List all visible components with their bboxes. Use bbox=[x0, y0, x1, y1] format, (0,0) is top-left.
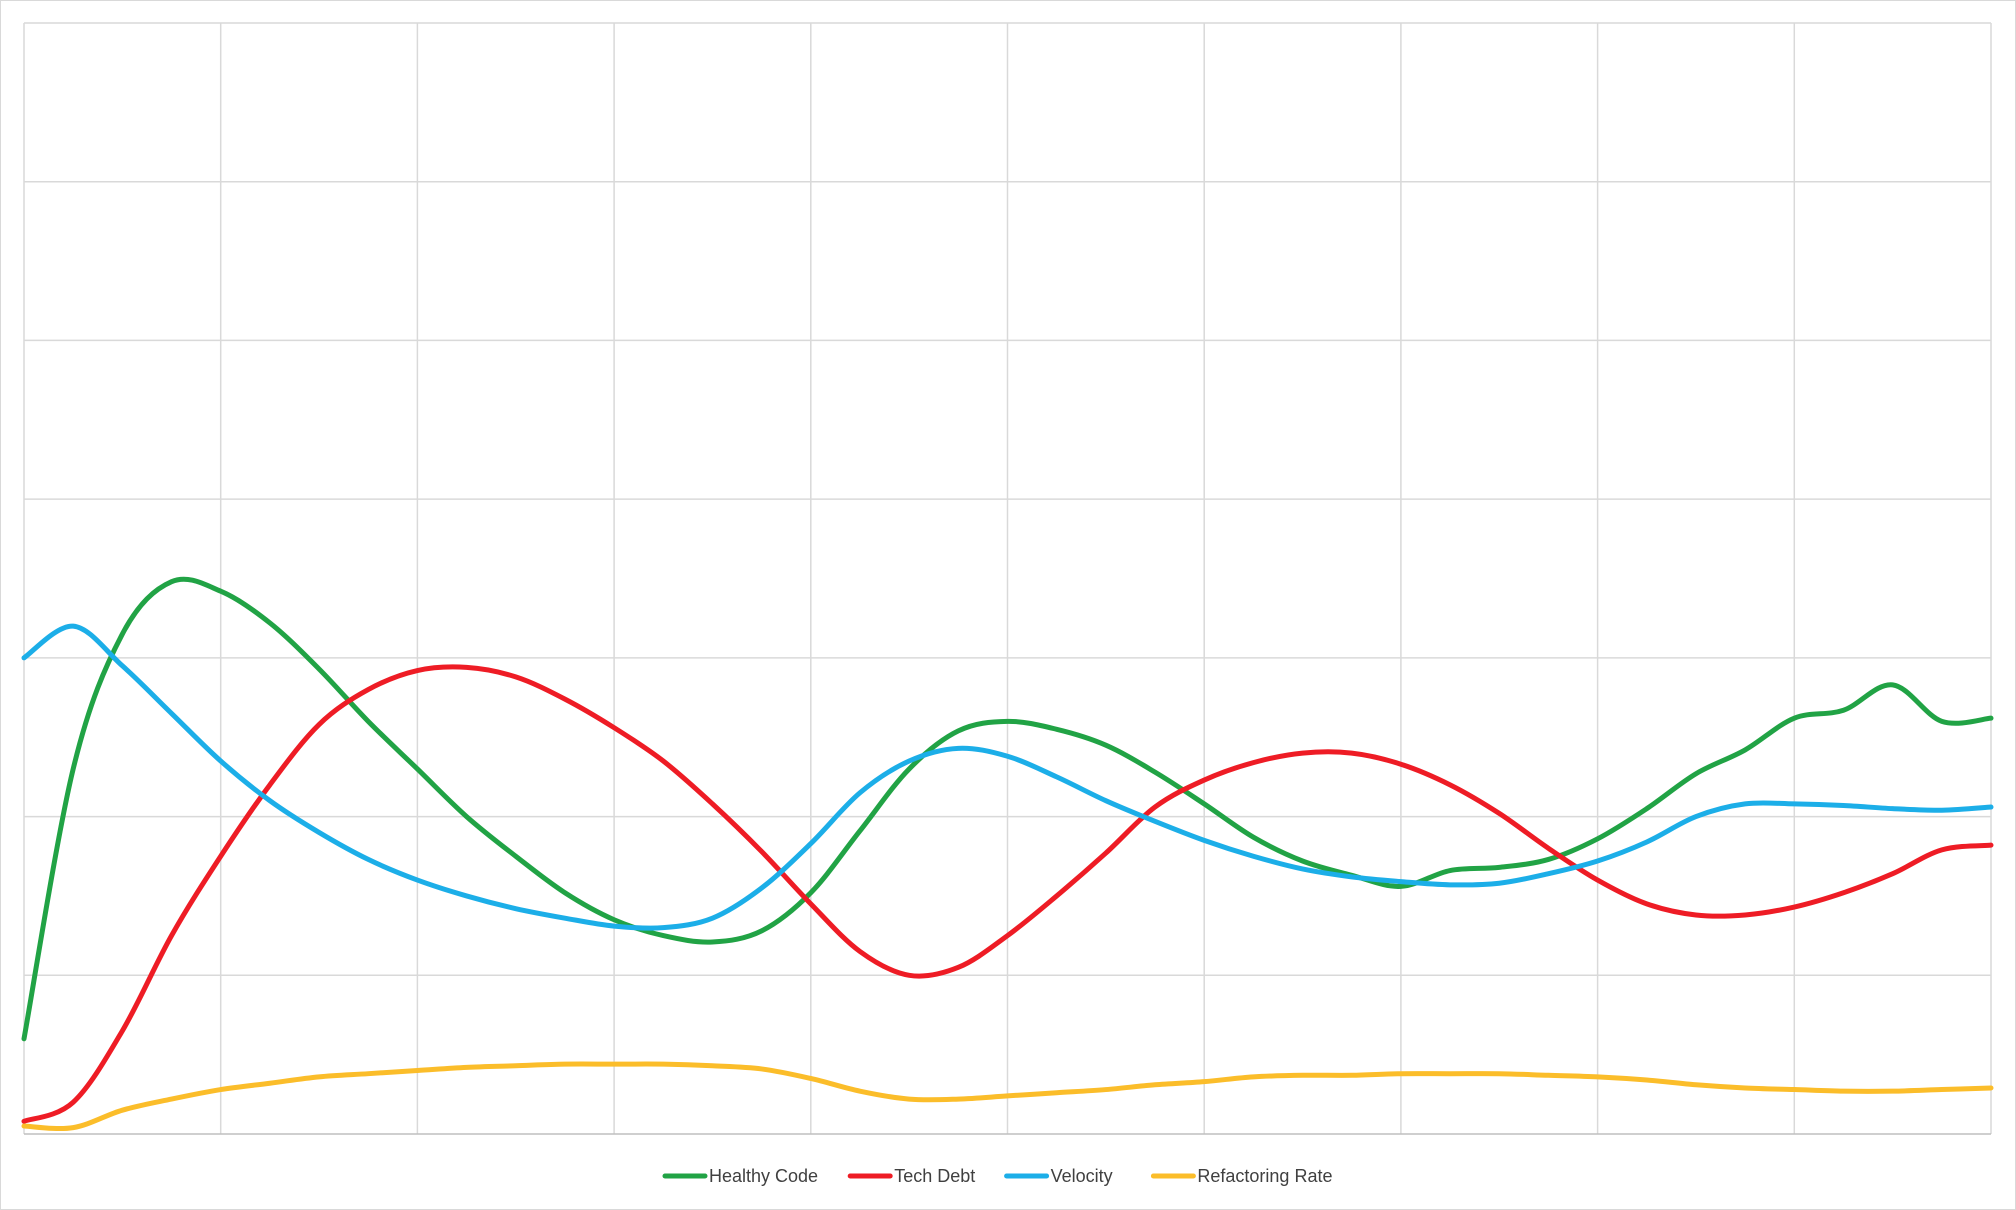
series-line-refactoring-rate bbox=[21, 1061, 1994, 1132]
legend-item: Tech Debt bbox=[847, 1166, 975, 1186]
series-lines bbox=[21, 576, 1994, 1132]
series-line-tech-debt bbox=[21, 664, 1994, 1124]
legend-label: Healthy Code bbox=[709, 1166, 818, 1186]
legend: Healthy Code Tech Debt Velocity Refactoring… bbox=[662, 1166, 1332, 1186]
legend-label: Velocity bbox=[1051, 1166, 1113, 1186]
legend-label: Refactoring Rate bbox=[1197, 1166, 1332, 1186]
series-line-velocity bbox=[21, 623, 1994, 931]
legend-item: Healthy Code bbox=[662, 1166, 818, 1186]
gridlines bbox=[23, 22, 1992, 1135]
legend-item: Velocity bbox=[1004, 1166, 1113, 1186]
legend-item: Refactoring Rate bbox=[1150, 1166, 1332, 1186]
series-line-healthy-code bbox=[21, 576, 1994, 1042]
legend-label: Tech Debt bbox=[894, 1166, 975, 1186]
